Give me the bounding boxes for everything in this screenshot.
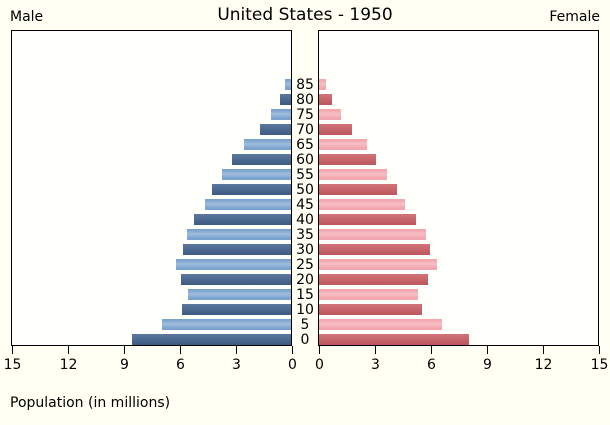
x-tick-female-15 bbox=[599, 346, 600, 354]
male-bar-age-35 bbox=[186, 228, 291, 240]
age-label-0: 0 bbox=[300, 331, 310, 348]
x-tick-male-3 bbox=[236, 346, 237, 354]
male-bar-age-50 bbox=[211, 183, 291, 195]
female-bar-age-25 bbox=[319, 258, 437, 270]
male-bar-age-70 bbox=[260, 123, 291, 135]
female-bar-age-10 bbox=[319, 303, 422, 315]
male-bar-age-20 bbox=[180, 273, 291, 285]
age-label-45: 45 bbox=[296, 196, 314, 213]
x-tick-label-female-3: 3 bbox=[371, 357, 380, 373]
female-bar-age-85 bbox=[319, 78, 326, 90]
male-bar-age-60 bbox=[232, 153, 291, 165]
female-bar-age-65 bbox=[319, 138, 367, 150]
x-tick-female-6 bbox=[431, 346, 432, 354]
female-bar-age-55 bbox=[319, 168, 388, 180]
male-bar-age-0 bbox=[132, 333, 291, 345]
female-bar-age-15 bbox=[319, 288, 418, 300]
age-label-5: 5 bbox=[300, 316, 310, 333]
female-bar-age-70 bbox=[319, 123, 352, 135]
male-bar-age-25 bbox=[176, 258, 291, 270]
x-tick-female-3 bbox=[375, 346, 376, 354]
male-bar-age-5 bbox=[162, 318, 291, 330]
age-label-70: 70 bbox=[296, 121, 314, 138]
male-panel bbox=[11, 30, 292, 346]
male-side-label: Male bbox=[10, 9, 44, 25]
age-label-85: 85 bbox=[296, 76, 314, 93]
x-tick-male-6 bbox=[180, 346, 181, 354]
age-label-80: 80 bbox=[296, 91, 314, 108]
x-tick-label-male-15: 15 bbox=[3, 357, 22, 373]
female-bar-age-5 bbox=[319, 318, 443, 330]
female-bar-age-80 bbox=[319, 93, 333, 105]
male-bar-age-30 bbox=[182, 243, 291, 255]
chart-title: United States - 1950 bbox=[217, 5, 393, 25]
female-side-label: Female bbox=[549, 9, 600, 25]
female-bar-age-60 bbox=[319, 153, 376, 165]
x-tick-female-0 bbox=[319, 346, 320, 354]
x-tick-label-male-9: 9 bbox=[120, 357, 129, 373]
x-axis-title: Population (in millions) bbox=[10, 395, 171, 411]
female-bar-age-20 bbox=[319, 273, 429, 285]
female-bar-age-30 bbox=[319, 243, 431, 255]
age-label-65: 65 bbox=[296, 136, 314, 153]
x-tick-male-9 bbox=[124, 346, 125, 354]
age-label-25: 25 bbox=[296, 256, 314, 273]
age-label-55: 55 bbox=[296, 166, 314, 183]
age-label-20: 20 bbox=[296, 271, 314, 288]
female-panel bbox=[318, 30, 599, 346]
male-bar-age-15 bbox=[188, 288, 291, 300]
male-bar-age-40 bbox=[193, 213, 291, 225]
female-bar-age-40 bbox=[319, 213, 417, 225]
age-label-15: 15 bbox=[296, 286, 314, 303]
female-bar-age-75 bbox=[319, 108, 342, 120]
x-tick-label-male-6: 6 bbox=[176, 357, 185, 373]
x-tick-female-9 bbox=[487, 346, 488, 354]
female-bar-age-50 bbox=[319, 183, 398, 195]
male-bar-age-55 bbox=[221, 168, 291, 180]
age-label-50: 50 bbox=[296, 181, 314, 198]
female-bar-age-35 bbox=[319, 228, 427, 240]
male-bar-age-45 bbox=[205, 198, 291, 210]
age-label-10: 10 bbox=[296, 301, 314, 318]
age-label-40: 40 bbox=[296, 211, 314, 228]
x-tick-label-female-15: 15 bbox=[590, 357, 609, 373]
x-tick-male-0 bbox=[292, 346, 293, 354]
x-tick-label-female-6: 6 bbox=[427, 357, 436, 373]
x-tick-male-12 bbox=[68, 346, 69, 354]
x-tick-label-male-12: 12 bbox=[59, 357, 78, 373]
female-bar-age-45 bbox=[319, 198, 405, 210]
female-bar-age-0 bbox=[319, 333, 470, 345]
male-bar-age-65 bbox=[244, 138, 291, 150]
x-tick-label-female-12: 12 bbox=[534, 357, 553, 373]
x-tick-label-male-0: 0 bbox=[288, 357, 297, 373]
age-label-30: 30 bbox=[296, 241, 314, 258]
x-tick-male-15 bbox=[12, 346, 13, 354]
x-tick-label-male-3: 3 bbox=[232, 357, 241, 373]
age-label-35: 35 bbox=[296, 226, 314, 243]
male-bar-age-85 bbox=[285, 78, 291, 90]
age-axis: 0 5 10 15 20 25 30 35 40 45 50 55 60 65 70 75 80 85 bbox=[292, 30, 318, 348]
x-tick-female-12 bbox=[543, 346, 544, 354]
male-bar-age-75 bbox=[271, 108, 291, 120]
age-label-75: 75 bbox=[296, 106, 314, 123]
male-bar-age-10 bbox=[181, 303, 291, 315]
male-bar-age-80 bbox=[279, 93, 291, 105]
age-label-60: 60 bbox=[296, 151, 314, 168]
x-tick-label-female-0: 0 bbox=[315, 357, 324, 373]
x-tick-label-female-9: 9 bbox=[483, 357, 492, 373]
